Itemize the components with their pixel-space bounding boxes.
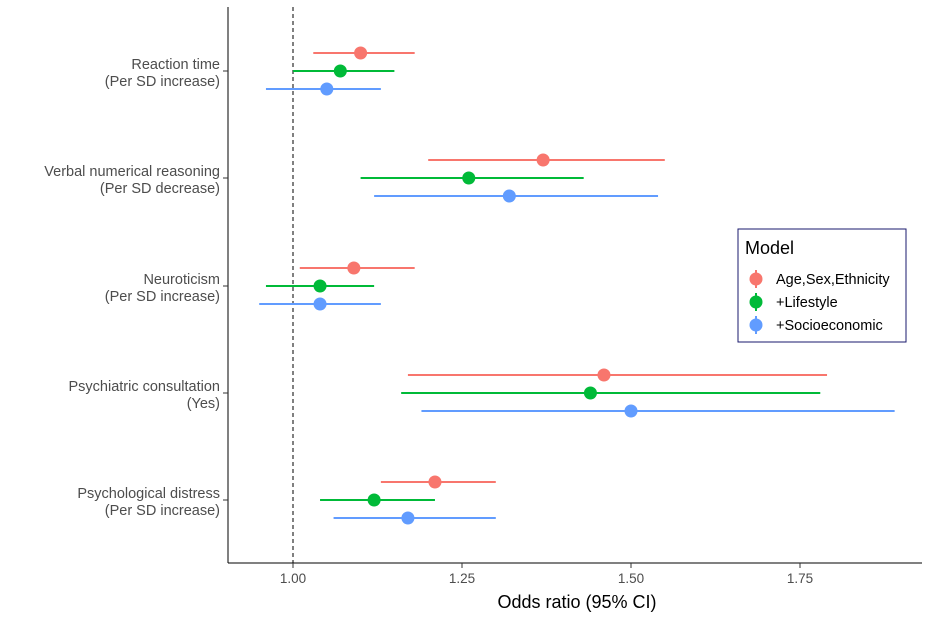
point-estimate <box>347 261 361 275</box>
category-label-line2: (Per SD increase) <box>105 503 220 519</box>
point-estimate <box>624 404 638 418</box>
legend-key-point <box>749 272 763 286</box>
point-estimate <box>367 493 381 507</box>
legend: Model Age,Sex,Ethnicity +Lifestyle +Socioe… <box>737 228 907 343</box>
legend-box <box>737 228 907 343</box>
y-axis: Reaction time(Per SD increase)Verbal num… <box>44 7 229 563</box>
legend-key-point <box>749 295 763 309</box>
point-estimate <box>597 368 611 382</box>
x-tick-label: 1.75 <box>787 571 813 586</box>
category-label-line1: Verbal numerical reasoning <box>44 164 220 180</box>
point-estimate <box>313 297 327 311</box>
point-estimate <box>354 46 368 60</box>
plot-area <box>259 7 895 563</box>
point-estimate <box>320 82 334 96</box>
category-label-line2: (Yes) <box>187 396 220 412</box>
point-estimate <box>401 511 415 525</box>
legend-label: +Socioeconomic <box>776 318 883 334</box>
point-estimate <box>502 189 516 203</box>
category-label-line2: (Per SD increase) <box>105 289 220 305</box>
legend-title: Model <box>745 238 794 258</box>
x-tick-label: 1.50 <box>618 571 644 586</box>
x-tick-label: 1.00 <box>280 571 306 586</box>
category-label-line1: Psychiatric consultation <box>68 379 220 395</box>
category-label-line2: (Per SD decrease) <box>100 181 220 197</box>
point-estimate <box>333 64 347 78</box>
legend-label: +Lifestyle <box>776 295 838 311</box>
point-estimate <box>428 475 442 489</box>
point-estimate <box>536 153 550 167</box>
x-axis-label: Odds ratio (95% CI) <box>497 592 656 612</box>
x-tick-label: 1.25 <box>449 571 475 586</box>
category-label-line1: Psychological distress <box>77 486 220 502</box>
point-estimate <box>313 279 327 293</box>
category-label-line1: Neuroticism <box>143 272 220 288</box>
category-label-line1: Reaction time <box>131 57 220 73</box>
legend-label: Age,Sex,Ethnicity <box>776 272 890 288</box>
legend-key-point <box>749 318 763 332</box>
category-label-line2: (Per SD increase) <box>105 74 220 90</box>
x-axis: 1.00 1.25 1.50 1.75 <box>228 562 922 586</box>
point-estimate <box>583 386 597 400</box>
point-estimate <box>462 171 476 185</box>
